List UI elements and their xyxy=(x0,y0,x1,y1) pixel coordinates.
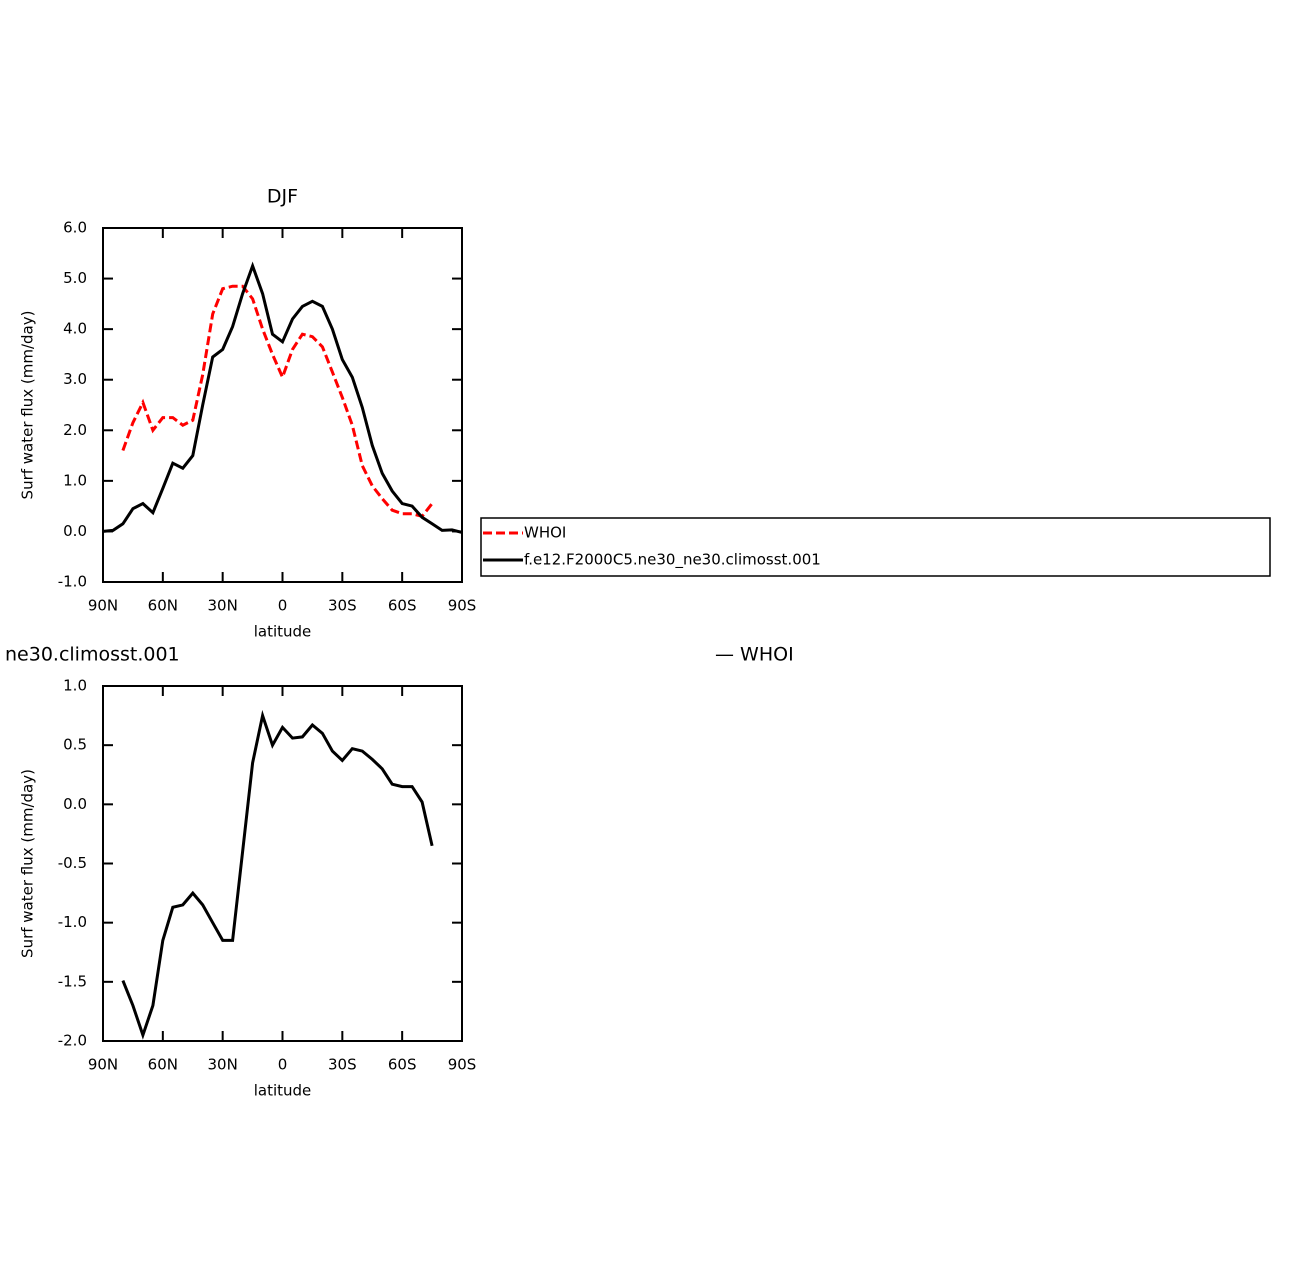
x-tick-label: 30S xyxy=(328,597,357,615)
y-tick-label: -2.0 xyxy=(58,1032,87,1050)
x-axis-label: latitude xyxy=(254,623,312,641)
y-tick-label: -1.0 xyxy=(58,573,87,591)
y-tick-label: 5.0 xyxy=(63,269,87,287)
x-tick-label: 90S xyxy=(448,597,477,615)
plot-frame xyxy=(102,227,463,583)
y-tick-label: 0.5 xyxy=(63,736,87,754)
legend-label: WHOI xyxy=(524,524,566,542)
x-tick-label: 90N xyxy=(88,1056,118,1074)
legend-box xyxy=(480,517,1271,577)
data-line xyxy=(121,284,434,518)
x-tick-label: 60N xyxy=(148,1056,178,1074)
y-tick-label: 6.0 xyxy=(63,219,87,237)
legend-label: f.e12.F2000C5.ne30_ne30.climosst.001 xyxy=(524,551,821,570)
y-tick-label: 0.0 xyxy=(63,522,87,540)
y-axis-label: Surf water flux (mm/day) xyxy=(19,769,37,958)
x-tick-label: 30N xyxy=(208,1056,238,1074)
x-tick-label: 90S xyxy=(448,1056,477,1074)
x-tick-label: 0 xyxy=(278,1056,288,1074)
data-line xyxy=(121,709,434,1040)
y-tick-label: 1.0 xyxy=(63,471,87,489)
x-tick-label: 0 xyxy=(278,597,288,615)
y-tick-label: 3.0 xyxy=(63,370,87,388)
data-line xyxy=(102,261,463,534)
x-tick-label: 30N xyxy=(208,597,238,615)
y-tick-label: 1.0 xyxy=(63,677,87,695)
y-tick-label: -1.5 xyxy=(58,972,87,990)
y-tick-label: 2.0 xyxy=(63,421,87,439)
y-tick-label: -0.5 xyxy=(58,854,87,872)
x-tick-label: 60S xyxy=(388,597,417,615)
x-tick-label: 60S xyxy=(388,1056,417,1074)
chart-title: ne30.climosst.001 xyxy=(5,644,180,666)
chart-subtitle: — WHOI xyxy=(715,644,794,666)
y-axis-label: Surf water flux (mm/day) xyxy=(19,311,37,500)
y-tick-label: 4.0 xyxy=(63,320,87,338)
chart-title: DJF xyxy=(267,186,298,208)
y-tick-label: 0.0 xyxy=(63,795,87,813)
x-axis-label: latitude xyxy=(254,1082,312,1100)
x-tick-label: 60N xyxy=(148,597,178,615)
y-tick-label: -1.0 xyxy=(58,913,87,931)
x-tick-label: 90N xyxy=(88,597,118,615)
x-tick-label: 30S xyxy=(328,1056,357,1074)
